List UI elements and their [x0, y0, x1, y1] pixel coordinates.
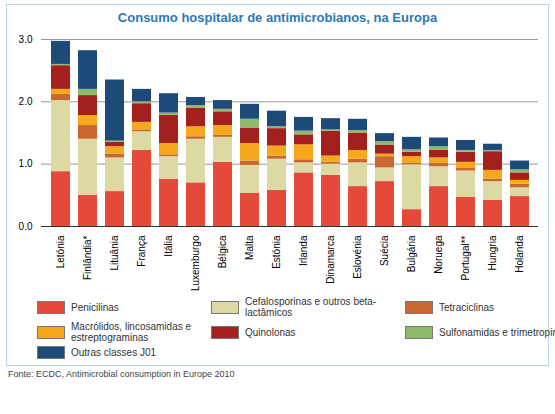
svg-text:Finlândia*: Finlândia*	[82, 235, 93, 280]
html-text:Macrólidos, lincosamidas e est: Macrólidos, lincosamidas e estreptogrami…	[71, 321, 192, 343]
svg-text:Irlanda: Irlanda	[298, 235, 309, 266]
svg-text:Luxemburgo: Luxemburgo	[190, 235, 201, 291]
svg-text:Bulgária: Bulgária	[406, 235, 417, 272]
svg-text:2.0: 2.0	[19, 96, 33, 107]
svg-text:Holanda: Holanda	[514, 235, 525, 273]
svg-text:Letónia: Letónia	[55, 235, 66, 268]
html-text:Consumo hospitalar de antimicr: Consumo hospitalar de antimicrobianos, n…	[117, 10, 438, 25]
svg-text:Hungria: Hungria	[487, 235, 498, 270]
svg-text:Eslovénia: Eslovénia	[352, 235, 363, 279]
html-text:Penicilinas: Penicilinas	[71, 301, 119, 313]
html-text:Outras classes J01: Outras classes J01	[71, 347, 156, 358]
svg-text:Dinamarca: Dinamarca	[325, 235, 336, 284]
svg-text:Noruega: Noruega	[433, 235, 444, 274]
html-text:Quinolonas: Quinolonas	[245, 326, 296, 338]
svg-text:Malta: Malta	[244, 235, 255, 260]
svg-text:Lituânia: Lituânia	[109, 235, 120, 270]
svg-text:Bélgica: Bélgica	[217, 235, 228, 268]
html-text:Cefalosporinas e outros beta-l: Cefalosporinas e outros beta-lactâmicos	[245, 296, 377, 318]
svg-text:França: França	[136, 235, 147, 267]
html-text:Fonte: ECDC, Antimicrobial con: Fonte: ECDC, Antimicrobial consumption i…	[8, 369, 235, 379]
html-text:Tetraciclinas: Tetraciclinas	[439, 301, 494, 313]
svg-text:Portugal**: Portugal**	[460, 235, 471, 280]
svg-text:Suécia: Suécia	[379, 235, 390, 266]
svg-text:Estónia: Estónia	[271, 235, 282, 269]
svg-text:Itália: Itália	[163, 235, 174, 257]
svg-text:1.0: 1.0	[19, 158, 33, 169]
svg-text:0.0: 0.0	[19, 221, 33, 232]
svg-text:3.0: 3.0	[19, 34, 33, 45]
